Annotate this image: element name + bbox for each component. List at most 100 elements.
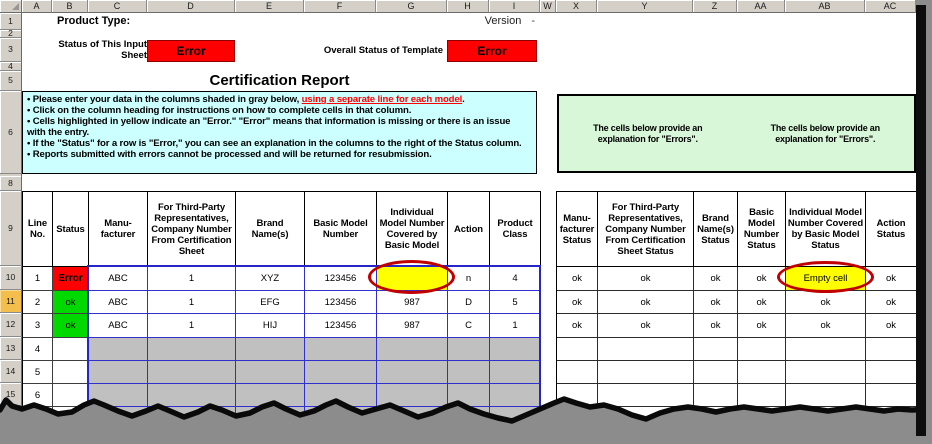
- col-header-product-class[interactable]: Product Class: [490, 192, 541, 267]
- status-value-cell[interactable]: [738, 384, 786, 407]
- status-value-cell[interactable]: ok: [557, 267, 598, 291]
- col-header-manufacturer-status[interactable]: Manu-facturer Status: [557, 192, 598, 267]
- status-value-cell[interactable]: ok: [866, 267, 917, 291]
- cell-product-class[interactable]: 4: [490, 267, 541, 291]
- cell-product-class[interactable]: 1: [490, 314, 541, 338]
- col-header-basic-model-status[interactable]: Basic Model Number Status: [738, 192, 786, 267]
- cell-line-no[interactable]: 3: [23, 314, 53, 338]
- cell-action[interactable]: n: [448, 267, 490, 291]
- cell-empty[interactable]: [89, 338, 148, 361]
- status-value-cell[interactable]: ok: [598, 291, 694, 314]
- status-value-cell[interactable]: [598, 338, 694, 361]
- column-header-AB[interactable]: AB: [785, 0, 865, 13]
- cell-empty[interactable]: [490, 361, 541, 384]
- status-value-cell[interactable]: [866, 338, 917, 361]
- column-header-I[interactable]: I: [489, 0, 540, 13]
- cell-empty[interactable]: [448, 338, 490, 361]
- status-value-cell[interactable]: ok: [694, 267, 738, 291]
- cell-basic-model[interactable]: 123456: [305, 291, 377, 314]
- col-header-basic-model[interactable]: Basic Model Number: [305, 192, 377, 267]
- status-cell-ok[interactable]: ok: [53, 314, 89, 338]
- column-header-Y[interactable]: Y: [597, 0, 693, 13]
- status-cell-ok[interactable]: ok: [53, 291, 89, 314]
- column-header-AC[interactable]: AC: [865, 0, 916, 13]
- status-value-cell[interactable]: ok: [557, 314, 598, 338]
- column-header-C[interactable]: C: [88, 0, 147, 13]
- col-header-manufacturer[interactable]: Manu-facturer: [89, 192, 148, 267]
- column-header-H[interactable]: H: [447, 0, 489, 13]
- cell-empty[interactable]: [89, 384, 148, 407]
- cell-manufacturer[interactable]: ABC: [89, 314, 148, 338]
- col-header-status[interactable]: Status: [53, 192, 89, 267]
- status-value-cell[interactable]: [694, 384, 738, 407]
- cell-brand[interactable]: HIJ: [236, 314, 305, 338]
- status-cell-error[interactable]: Error: [53, 267, 89, 291]
- cell-empty[interactable]: [377, 338, 448, 361]
- cell-empty[interactable]: [448, 361, 490, 384]
- row-header-12[interactable]: 12: [0, 313, 22, 337]
- cell-brand[interactable]: XYZ: [236, 267, 305, 291]
- column-header-Z[interactable]: Z: [693, 0, 737, 13]
- row-header-4[interactable]: 4: [0, 62, 22, 71]
- status-value-cell[interactable]: ok: [738, 314, 786, 338]
- cell-empty[interactable]: [236, 361, 305, 384]
- cell-line-no[interactable]: 4: [23, 338, 53, 361]
- column-header-F[interactable]: F: [304, 0, 376, 13]
- status-value-cell[interactable]: [866, 361, 917, 384]
- cell-line-no[interactable]: 2: [23, 291, 53, 314]
- cell-empty[interactable]: [148, 361, 236, 384]
- row-header-3[interactable]: 3: [0, 38, 22, 62]
- column-header-A[interactable]: A: [22, 0, 52, 13]
- cell-brand[interactable]: EFG: [236, 291, 305, 314]
- cell-individual-model[interactable]: 987: [377, 291, 448, 314]
- status-cell-empty[interactable]: [53, 361, 89, 384]
- col-header-company-number-status[interactable]: For Third-Party Representatives, Company…: [598, 192, 694, 267]
- status-value-cell[interactable]: [786, 338, 866, 361]
- cell-empty[interactable]: [305, 338, 377, 361]
- cell-basic-model[interactable]: 123456: [305, 267, 377, 291]
- status-value-cell[interactable]: [598, 361, 694, 384]
- cell-empty[interactable]: [305, 361, 377, 384]
- row-header-9[interactable]: 9: [0, 191, 22, 266]
- status-value-cell[interactable]: ok: [694, 314, 738, 338]
- col-header-company-number[interactable]: For Third-Party Representatives, Company…: [148, 192, 236, 267]
- cell-manufacturer[interactable]: ABC: [89, 291, 148, 314]
- cell-line-no[interactable]: 1: [23, 267, 53, 291]
- cell-empty[interactable]: [148, 384, 236, 407]
- cell-empty[interactable]: [148, 338, 236, 361]
- status-value-cell[interactable]: ok: [694, 291, 738, 314]
- column-header-D[interactable]: D: [147, 0, 235, 13]
- col-header-individual-model[interactable]: Individual Model Number Covered by Basic…: [377, 192, 448, 267]
- status-value-cell[interactable]: [738, 338, 786, 361]
- status-value-cell[interactable]: [557, 361, 598, 384]
- column-header-AA[interactable]: AA: [737, 0, 785, 13]
- cell-empty[interactable]: [377, 384, 448, 407]
- status-value-cell[interactable]: [557, 338, 598, 361]
- status-value-cell[interactable]: [786, 361, 866, 384]
- cell-company-number[interactable]: 1: [148, 267, 236, 291]
- cell-empty[interactable]: [490, 338, 541, 361]
- status-value-cell[interactable]: ok: [866, 314, 917, 338]
- cell-individual-model[interactable]: 987: [377, 314, 448, 338]
- col-header-brand-names[interactable]: Brand Name(s): [236, 192, 305, 267]
- col-header-individual-model-status[interactable]: Individual Model Number Covered by Basic…: [786, 192, 866, 267]
- cell-empty[interactable]: [377, 361, 448, 384]
- select-all-corner[interactable]: [0, 0, 22, 13]
- row-header-6[interactable]: 6: [0, 91, 22, 174]
- cell-action[interactable]: D: [448, 291, 490, 314]
- row-header-10[interactable]: 10: [0, 266, 22, 290]
- cell-basic-model[interactable]: 123456: [305, 314, 377, 338]
- column-header-W[interactable]: W: [540, 0, 556, 13]
- cell-empty[interactable]: [236, 338, 305, 361]
- column-header-E[interactable]: E: [235, 0, 304, 13]
- status-value-cell[interactable]: ok: [786, 314, 866, 338]
- cell-empty[interactable]: [89, 361, 148, 384]
- status-cell-empty[interactable]: [53, 338, 89, 361]
- cell-company-number[interactable]: 1: [148, 291, 236, 314]
- status-value-cell[interactable]: ok: [598, 314, 694, 338]
- row-header-2[interactable]: 2: [0, 30, 22, 38]
- status-value-cell[interactable]: [738, 361, 786, 384]
- row-header-11-selected[interactable]: 11: [0, 290, 22, 313]
- status-value-cell[interactable]: ok: [598, 267, 694, 291]
- col-header-action[interactable]: Action: [448, 192, 490, 267]
